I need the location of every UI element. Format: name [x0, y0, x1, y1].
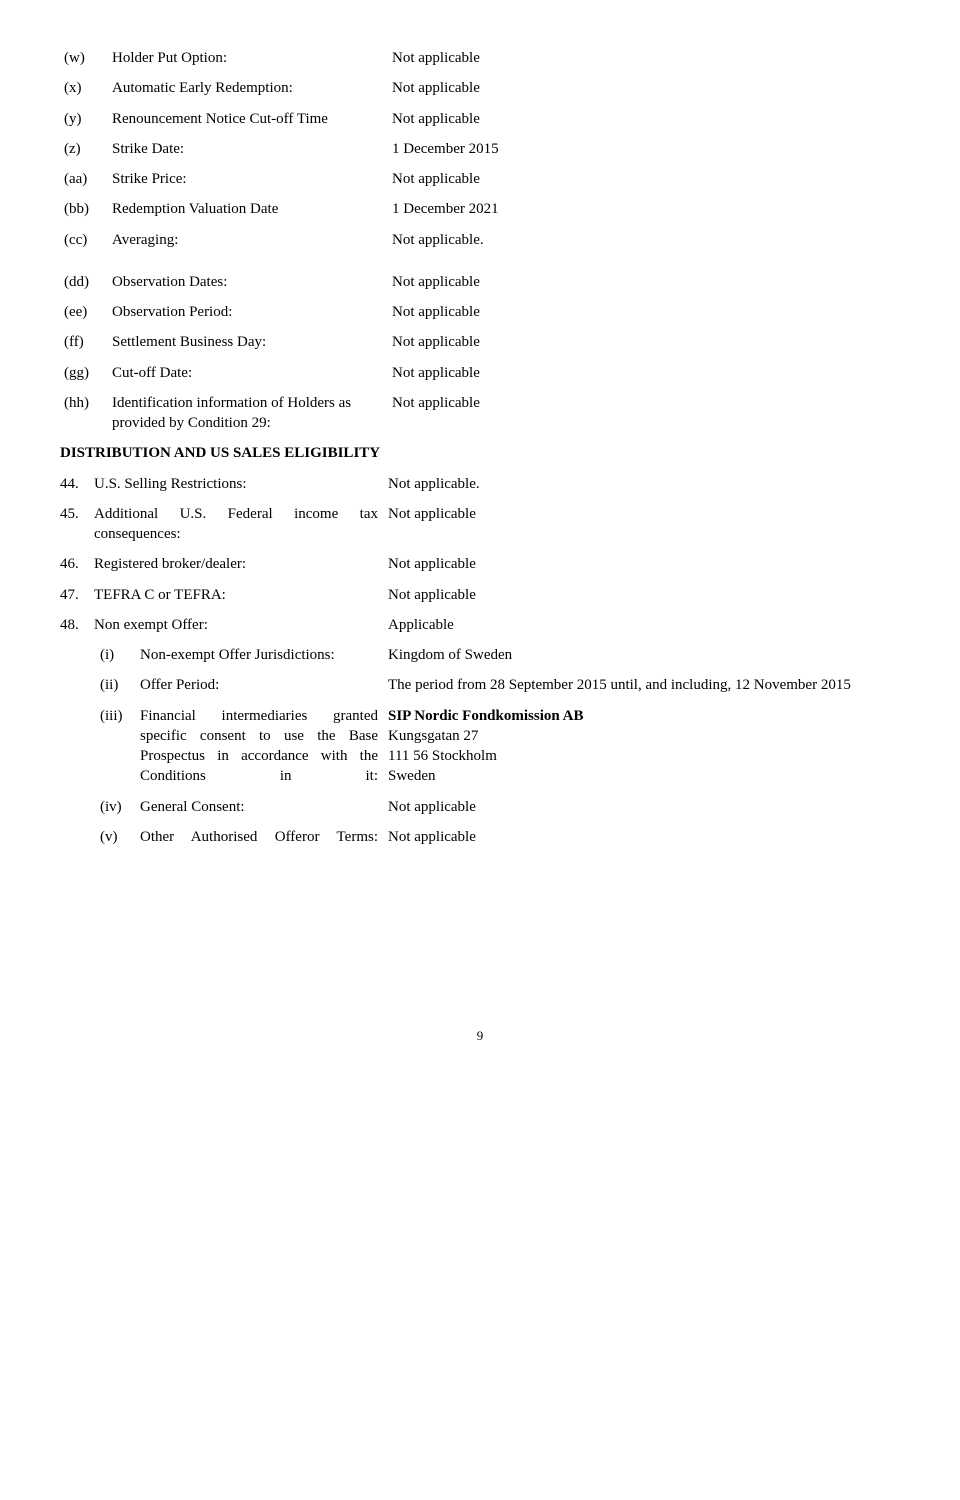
term-value: Not applicable	[388, 585, 900, 605]
term-row: 45. Additional U.S. Federal income tax c…	[60, 504, 900, 545]
term-value: Not applicable	[392, 78, 900, 98]
term-marker: (x)	[60, 78, 112, 98]
term-value: Not applicable	[388, 554, 900, 574]
term-marker: 45.	[60, 504, 94, 545]
term-marker: (ee)	[60, 302, 112, 322]
term-marker: (iv)	[60, 797, 140, 817]
term-value: SIP Nordic Fondkomission AB Kungsgatan 2…	[388, 706, 900, 787]
sub-term-row: (iv) General Consent: Not applicable	[60, 797, 900, 817]
term-value: Kingdom of Sweden	[388, 645, 900, 665]
term-value: Not applicable.	[392, 230, 900, 250]
term-row: (z) Strike Date: 1 December 2015	[60, 139, 900, 159]
term-label: U.S. Selling Restrictions:	[94, 474, 388, 494]
term-row: 48. Non exempt Offer: Applicable	[60, 615, 900, 635]
term-marker: (ff)	[60, 332, 112, 352]
term-label: Settlement Business Day:	[112, 332, 392, 352]
term-value: Not applicable	[392, 48, 900, 68]
section-heading: DISTRIBUTION AND US SALES ELIGIBILITY	[60, 443, 900, 463]
term-value: Not applicable.	[388, 474, 900, 494]
intermediary-name: SIP Nordic Fondkomission AB	[388, 706, 900, 726]
page-number: 9	[60, 1027, 900, 1045]
term-marker: (v)	[60, 827, 140, 847]
term-value: Not applicable	[388, 797, 900, 817]
term-row: (ee) Observation Period: Not applicable	[60, 302, 900, 322]
term-marker: (y)	[60, 109, 112, 129]
term-marker: 47.	[60, 585, 94, 605]
term-label: Registered broker/dealer:	[94, 554, 388, 574]
term-label: Identification information of Holders as…	[112, 393, 392, 434]
term-marker: (i)	[60, 645, 140, 665]
term-marker: (ii)	[60, 675, 140, 695]
term-marker: (aa)	[60, 169, 112, 189]
term-label: Cut-off Date:	[112, 363, 392, 383]
term-marker: (hh)	[60, 393, 112, 434]
term-row: 46. Registered broker/dealer: Not applic…	[60, 554, 900, 574]
term-label: Strike Price:	[112, 169, 392, 189]
term-value: Not applicable	[392, 332, 900, 352]
term-label: Other Authorised Offeror Terms:	[140, 827, 388, 847]
term-label: Automatic Early Redemption:	[112, 78, 392, 98]
term-value: Not applicable	[392, 109, 900, 129]
term-label: Renouncement Notice Cut-off Time	[112, 109, 392, 129]
term-value: Not applicable	[392, 169, 900, 189]
term-marker: (z)	[60, 139, 112, 159]
term-value: Not applicable	[392, 302, 900, 322]
term-label: Strike Date:	[112, 139, 392, 159]
term-value: Not applicable	[392, 393, 900, 434]
term-label: Holder Put Option:	[112, 48, 392, 68]
intermediary-address: Kungsgatan 27	[388, 726, 900, 746]
term-row: (gg) Cut-off Date: Not applicable	[60, 363, 900, 383]
term-row: 44. U.S. Selling Restrictions: Not appli…	[60, 474, 900, 494]
term-label: Averaging:	[112, 230, 392, 250]
term-row: (x) Automatic Early Redemption: Not appl…	[60, 78, 900, 98]
term-row: (ff) Settlement Business Day: Not applic…	[60, 332, 900, 352]
term-marker: (bb)	[60, 199, 112, 219]
term-row: (dd) Observation Dates: Not applicable	[60, 272, 900, 292]
term-value: Not applicable	[388, 827, 900, 847]
term-value: Not applicable	[392, 272, 900, 292]
term-label: Additional U.S. Federal income tax conse…	[94, 504, 388, 545]
term-label: General Consent:	[140, 797, 388, 817]
term-value: The period from 28 September 2015 until,…	[388, 675, 900, 695]
term-label: Observation Dates:	[112, 272, 392, 292]
sub-term-row: (iii) Financial intermediaries granted s…	[60, 706, 900, 787]
term-marker: (iii)	[60, 706, 140, 787]
term-row: (cc) Averaging: Not applicable.	[60, 230, 900, 250]
term-value: 1 December 2015	[392, 139, 900, 159]
sub-term-row: (v) Other Authorised Offeror Terms: Not …	[60, 827, 900, 847]
term-marker: (cc)	[60, 230, 112, 250]
sub-term-row: (ii) Offer Period: The period from 28 Se…	[60, 675, 900, 695]
term-marker: 46.	[60, 554, 94, 574]
term-value: 1 December 2021	[392, 199, 900, 219]
term-value: Not applicable	[392, 363, 900, 383]
term-row: (y) Renouncement Notice Cut-off Time Not…	[60, 109, 900, 129]
term-label: Observation Period:	[112, 302, 392, 322]
term-row: (aa) Strike Price: Not applicable	[60, 169, 900, 189]
term-label: Redemption Valuation Date	[112, 199, 392, 219]
sub-term-row: (i) Non-exempt Offer Jurisdictions: King…	[60, 645, 900, 665]
term-label: Non-exempt Offer Jurisdictions:	[140, 645, 388, 665]
term-row: (hh) Identification information of Holde…	[60, 393, 900, 434]
intermediary-address: Sweden	[388, 766, 900, 786]
term-label: Non exempt Offer:	[94, 615, 388, 635]
term-label: Financial intermediaries granted specifi…	[140, 706, 388, 787]
term-label: TEFRA C or TEFRA:	[94, 585, 388, 605]
term-row: (w) Holder Put Option: Not applicable	[60, 48, 900, 68]
term-marker: (dd)	[60, 272, 112, 292]
term-marker: 44.	[60, 474, 94, 494]
term-row: (bb) Redemption Valuation Date 1 Decembe…	[60, 199, 900, 219]
term-value: Not applicable	[388, 504, 900, 545]
term-row: 47. TEFRA C or TEFRA: Not applicable	[60, 585, 900, 605]
term-marker: 48.	[60, 615, 94, 635]
term-label: Offer Period:	[140, 675, 388, 695]
term-marker: (gg)	[60, 363, 112, 383]
term-value: Applicable	[388, 615, 900, 635]
intermediary-address: 111 56 Stockholm	[388, 746, 900, 766]
term-marker: (w)	[60, 48, 112, 68]
